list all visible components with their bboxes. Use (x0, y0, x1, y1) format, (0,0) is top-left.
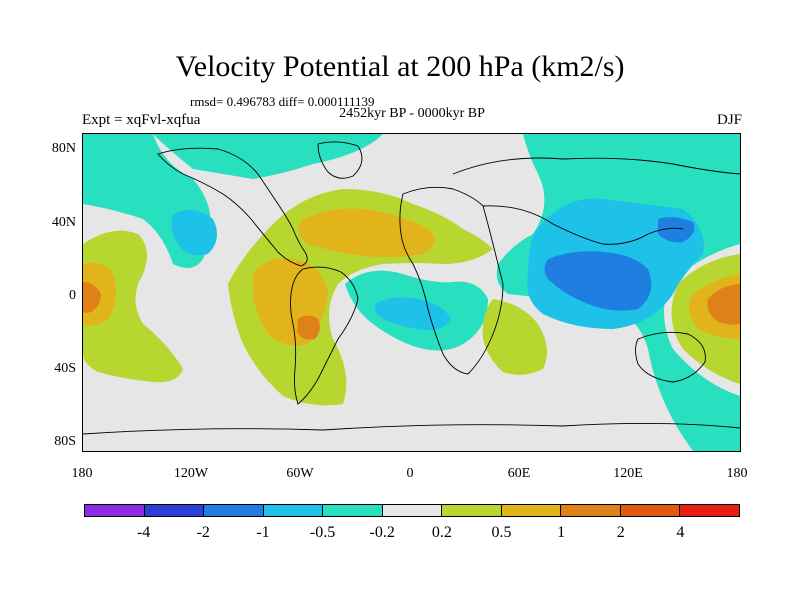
colorbar-swatch (442, 504, 502, 517)
colorbar-swatch (680, 504, 741, 517)
coast-europe-africa (399, 186, 504, 375)
colorbar-swatch (263, 504, 324, 517)
contour-pos-orange-atlantic (299, 208, 435, 258)
lon-label-60w: 60W (286, 466, 314, 481)
colorbar-label: 1 (557, 524, 566, 541)
colorbar-swatch (84, 504, 145, 517)
coast-asia (452, 157, 740, 245)
period-label: 2452kyr BP - 0000kyr BP (339, 106, 485, 121)
stats-text: rmsd= 0.496783 diff= 0.000111139 (190, 94, 375, 109)
colorbar (84, 504, 741, 517)
coast-antarctica (83, 422, 740, 435)
map-panel (82, 133, 741, 452)
contour-neg-n-atlantic (153, 134, 383, 179)
contour-pos-darkorange-south-america (297, 315, 320, 340)
lon-label-120w: 120W (173, 466, 209, 481)
lat-label-80n: 80N (51, 141, 76, 156)
colorbar-label: 0.2 (431, 524, 452, 541)
colorbar-swatch (323, 504, 383, 517)
lon-label-180e: 180 (726, 466, 748, 481)
colorbar-label: -0.5 (309, 524, 336, 541)
contour-neg-blue-pacific (171, 210, 217, 256)
chart-title: Velocity Potential at 200 hPa (km2/s) (175, 50, 625, 83)
colorbar-swatch (144, 504, 205, 517)
colorbar-label: 2 (616, 524, 625, 541)
lat-label-0: 0 (69, 288, 76, 303)
lon-label-0: 0 (406, 466, 414, 481)
contour-pos-darkorange-east-pacific (707, 284, 740, 325)
colorbar-label: 4 (676, 524, 685, 541)
contour-neg-darkblue-japan (658, 217, 695, 243)
contour-pos-darkorange-west-pacific (83, 282, 101, 313)
colorbar-swatch (382, 504, 443, 517)
experiment-label: Expt = xqFvl-xqfua (82, 112, 201, 128)
lon-label-120e: 120E (613, 466, 643, 481)
lon-label-180w: 180 (71, 466, 93, 481)
lat-label-40s: 40S (54, 361, 76, 376)
colorbar-swatch (204, 504, 264, 517)
coast-south-america (290, 266, 359, 405)
coast-greenland (317, 141, 363, 179)
coast-north-america (157, 147, 308, 267)
lat-label-40n: 40N (51, 215, 76, 230)
contour-neg-darkblue-maritime (544, 251, 652, 311)
lat-label-80s: 80S (54, 434, 76, 449)
colorbar-swatch (561, 504, 621, 517)
colorbar-swatch (620, 504, 681, 517)
lon-label-60e: 60E (507, 466, 531, 481)
season-label: DJF (716, 112, 742, 128)
colorbar-label: -0.2 (369, 524, 395, 541)
coast-australia (635, 331, 706, 383)
colorbar-label: 0.5 (491, 524, 512, 541)
velocity-potential-map (83, 134, 740, 451)
colorbar-label: -4 (136, 524, 151, 541)
colorbar-label: -1 (256, 524, 270, 541)
colorbar-label: -2 (196, 524, 210, 541)
coastlines (83, 141, 740, 435)
colorbar-swatch (501, 504, 562, 517)
